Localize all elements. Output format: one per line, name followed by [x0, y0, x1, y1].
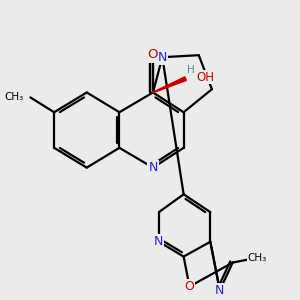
Text: O: O: [148, 48, 158, 61]
Text: N: N: [215, 284, 224, 297]
Text: OH: OH: [196, 70, 214, 84]
Text: N: N: [148, 161, 158, 174]
Text: N: N: [154, 235, 164, 248]
Text: CH₃: CH₃: [4, 92, 24, 102]
Text: H: H: [187, 65, 195, 75]
Text: O: O: [148, 49, 158, 62]
Text: CH₃: CH₃: [248, 253, 267, 263]
Text: O: O: [184, 280, 194, 293]
Polygon shape: [153, 77, 186, 93]
Text: N: N: [158, 51, 167, 64]
